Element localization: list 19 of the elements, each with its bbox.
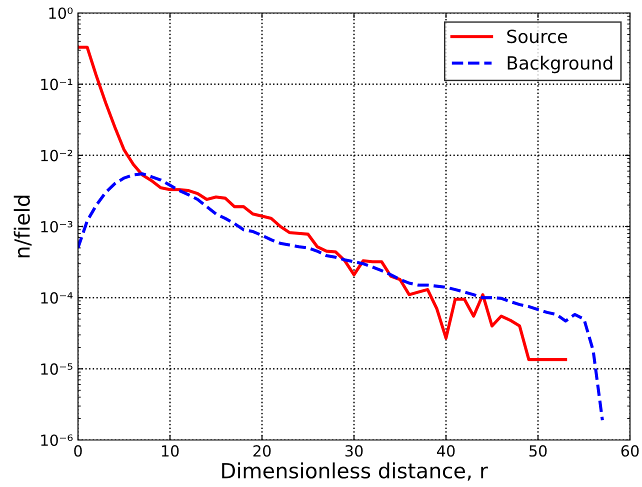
- y-tick-label: 10⁻²: [41, 150, 72, 162]
- x-tick-label: 20: [253, 445, 271, 457]
- y-tick-label: 10⁻⁶: [41, 434, 73, 446]
- y-tick-label: 10⁻⁴: [41, 292, 73, 304]
- y-tick-label: 10⁻³: [41, 220, 72, 233]
- x-axis-title: Dimensionless distance, r: [222, 462, 488, 481]
- legend-label: Background: [508, 56, 612, 74]
- line-series: [78, 172, 604, 422]
- y-axis-title: n/field: [14, 196, 32, 258]
- y-tick-label: 10⁻⁵: [41, 363, 72, 375]
- x-tick-label: 0: [74, 445, 82, 457]
- x-tick-label: 60: [621, 445, 639, 457]
- x-tick-label: 10: [162, 445, 179, 457]
- y-tick-label: 10⁻¹: [41, 78, 72, 90]
- y-tick-label: 10⁰: [49, 7, 73, 20]
- x-tick-label: 40: [437, 445, 455, 457]
- x-tick-label: 50: [529, 445, 547, 457]
- x-tick-label: 30: [345, 445, 363, 457]
- legend-label: Source: [507, 30, 568, 44]
